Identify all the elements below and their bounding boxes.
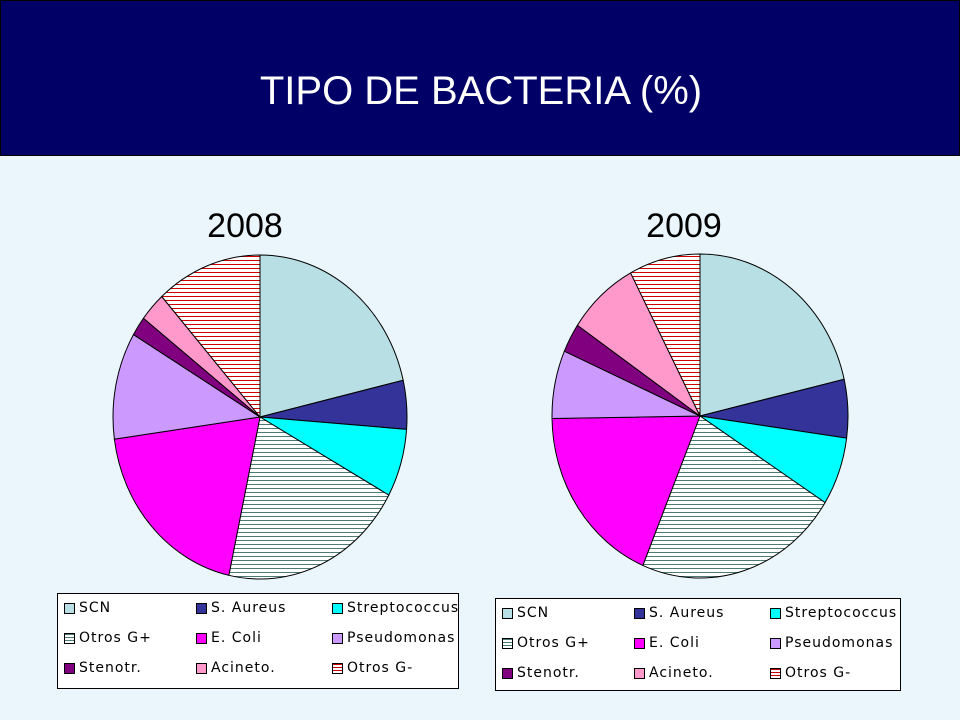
legend-2008: SCN S. Aureus Streptococcus Otros G+ E. Coli… [57,593,459,689]
legend-swatch [196,662,207,674]
legend-item-otros-g: Otros G- [332,660,413,676]
legend-swatch [634,667,645,679]
legend-swatch [634,637,645,649]
legend-swatch [64,662,75,674]
legend-item-scn: SCN [502,605,549,621]
legend-label: Otros G- [347,660,414,676]
slide-title: TIPO DE BACTERIA (%) [259,69,703,113]
legend-label: E. Coli [211,630,262,646]
legend-swatch [196,632,207,644]
legend-item-otros-g: Otros G+ [502,635,590,651]
legend-item-otros-g: Otros G+ [64,630,152,646]
pie-slice-scn [699,253,845,417]
pie-slice-otros-g [161,254,261,419]
pie-slice-e-coli [551,415,701,567]
legend-item-otros-g: Otros G- [770,665,851,681]
legend-swatch [332,602,343,614]
legend-item-s-aureus: S. Aureus [196,600,286,616]
legend-item-pseudomonas: Pseudomonas [770,635,893,651]
pie-chart-2009 [551,253,849,579]
pie-slice-otros-g [629,253,701,417]
pie-slice-otros-g [228,416,390,580]
pie-slice-otros-g [642,415,826,579]
legend-swatch [332,662,343,674]
legend-swatch [64,602,75,614]
pie-slice-scn [259,254,404,418]
pie-slice-pseudomonas [112,333,262,440]
legend-item-acineto: Acineto. [196,660,276,676]
legend-label: Stenotr. [517,665,580,681]
legend-label: Otros G- [785,665,852,681]
legend-label: Streptococcus [347,600,460,616]
legend-item-scn: SCN [64,600,111,616]
pie-slice-e-coli [113,416,261,576]
legend-label: Pseudomonas [785,635,894,651]
legend-swatch [770,607,781,619]
pie-chart-2008 [112,254,408,580]
legend-label: E. Coli [649,635,700,651]
legend-label: Acineto. [211,660,276,676]
legend-item-acineto: Acineto. [634,665,714,681]
legend-item-stenotr: Stenotr. [502,665,580,681]
legend-label: Otros G+ [517,635,590,651]
chart-title-2008: 2008 [207,207,283,245]
legend-label: SCN [79,600,112,616]
legend-swatch [770,637,781,649]
legend-swatch [332,632,343,644]
legend-swatch [502,667,513,679]
legend-label: Acineto. [649,665,714,681]
legend-item-streptococcus: Streptococcus [770,605,897,621]
legend-label: Pseudomonas [347,630,456,646]
legend-label: Stenotr. [79,660,142,676]
legend-swatch [634,607,645,619]
legend-item-e-coli: E. Coli [634,635,700,651]
chart-title-2009: 2009 [646,207,722,245]
legend-label: S. Aureus [649,605,725,621]
legend-swatch [502,607,513,619]
legend-2009: SCN S. Aureus Streptococcus Otros G+ E. Coli… [495,598,901,691]
legend-label: Streptococcus [785,605,898,621]
legend-swatch [502,637,513,649]
legend-item-s-aureus: S. Aureus [634,605,724,621]
legend-label: SCN [517,605,550,621]
legend-item-stenotr: Stenotr. [64,660,142,676]
legend-swatch [64,632,75,644]
legend-swatch [770,667,781,679]
legend-label: Otros G+ [79,630,152,646]
legend-item-streptococcus: Streptococcus [332,600,459,616]
legend-label: S. Aureus [211,600,287,616]
slide-header: TIPO DE BACTERIA (%) [0,0,960,156]
legend-swatch [196,602,207,614]
legend-item-e-coli: E. Coli [196,630,262,646]
legend-item-pseudomonas: Pseudomonas [332,630,455,646]
